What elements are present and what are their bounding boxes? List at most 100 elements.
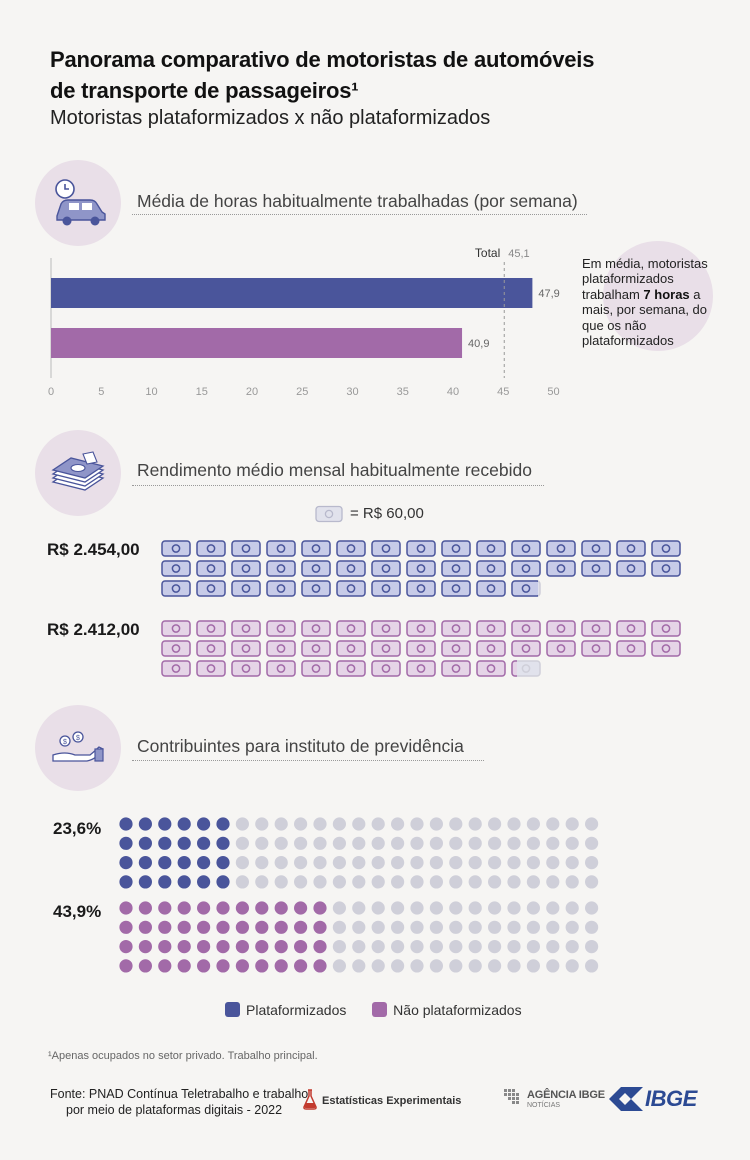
bill-icon [231, 560, 261, 577]
pension-dot [332, 901, 346, 915]
pension-dot [158, 856, 172, 870]
pension-dot [565, 959, 579, 973]
bill-icon [476, 640, 506, 657]
source-line-1: Fonte: PNAD Contínua Teletrabalho e trab… [50, 1087, 309, 1101]
pension-dot [119, 836, 133, 850]
bill-icon [546, 640, 576, 657]
ibge-logo-icon [609, 1087, 643, 1111]
pension-dot [274, 817, 288, 831]
pension-dot [255, 817, 269, 831]
pension-dot [391, 901, 405, 915]
pension-dot [546, 856, 560, 870]
bill-icon [371, 620, 401, 637]
pension-dot [449, 856, 463, 870]
pension-dot [526, 920, 541, 934]
pension-dot [391, 817, 405, 831]
bill-icon [196, 560, 226, 577]
pension-dot [216, 856, 230, 870]
pension-dot [138, 836, 152, 850]
pension-dot [371, 901, 385, 915]
pension-dot [410, 901, 424, 915]
bill-icon [616, 620, 646, 637]
pension-dot [197, 940, 211, 954]
pension-dot [294, 836, 308, 850]
pension-dot [274, 836, 288, 850]
pension-dot [235, 856, 249, 870]
pension-dot [197, 920, 211, 934]
pension-dot [274, 901, 288, 915]
bill-icon [476, 620, 506, 637]
pension-dot [332, 959, 346, 973]
pension-dot [119, 901, 133, 915]
pension-dot [274, 920, 288, 934]
bill-icon [511, 660, 541, 677]
pension-dot [352, 875, 366, 889]
bill-icon [616, 640, 646, 657]
bill-icon [266, 640, 296, 657]
pension-dot [565, 836, 579, 850]
pension-dot [274, 940, 288, 954]
pension-dot [468, 836, 482, 850]
pension-dot [197, 901, 211, 915]
pension-dot [391, 856, 405, 870]
pension-dot [138, 875, 152, 889]
x-tick-label: 5 [98, 386, 104, 398]
pension-dot [565, 856, 579, 870]
pension-dot [546, 875, 560, 889]
pension-dot [507, 940, 521, 954]
bill-icon [441, 540, 471, 557]
pension-dot [565, 920, 579, 934]
pension-dot [410, 940, 424, 954]
pension-dot [526, 959, 541, 973]
hours-title-divider [132, 214, 587, 215]
bill-icon [511, 540, 541, 557]
bill-icon [336, 540, 366, 557]
experimental-statistics-label: Estatísticas Experimentais [322, 1095, 462, 1107]
bill-icon [511, 620, 541, 637]
pension-dot [177, 856, 191, 870]
bill-icon [441, 580, 471, 597]
income-plataformizados-value: R$ 2.454,00 [47, 540, 140, 559]
pension-dot [255, 920, 269, 934]
pension-dot [391, 959, 405, 973]
pension-dot [507, 959, 521, 973]
bill-icon [231, 580, 261, 597]
pension-dot [507, 836, 521, 850]
total-reference-label: Total [475, 246, 500, 260]
x-tick-label: 25 [296, 386, 308, 398]
bill-icon [511, 560, 541, 577]
bill-icon [546, 540, 576, 557]
pension-dot [371, 959, 385, 973]
unit-bill-icon [315, 505, 343, 523]
income-icon-circle [35, 430, 121, 516]
footnote: ¹Apenas ocupados no setor privado. Traba… [48, 1050, 318, 1062]
hours-bar [51, 328, 463, 358]
bill-icon [406, 660, 436, 677]
pension-dot [488, 817, 502, 831]
bill-icon [161, 660, 191, 677]
income-title-divider [132, 485, 544, 486]
pension-dot [391, 940, 405, 954]
pension-dot [235, 901, 249, 915]
pension-dot [158, 920, 172, 934]
pension-dot [546, 836, 560, 850]
pension-dot [526, 901, 541, 915]
callout-text: Em média, motoristas plataformizados tra… [582, 256, 708, 349]
pension-dot [177, 920, 191, 934]
bill-icon [546, 560, 576, 577]
pension-dot [332, 856, 346, 870]
bill-icon [231, 640, 261, 657]
legend-swatch-plataformizados [225, 1002, 240, 1017]
pension-section-title: Contribuintes para instituto de previdên… [137, 736, 464, 756]
pension-dot [565, 901, 579, 915]
pension-dot [371, 817, 385, 831]
bill-icon [511, 580, 541, 597]
bill-icon [406, 560, 436, 577]
pension-dot [138, 940, 152, 954]
pension-dot [429, 901, 443, 915]
pension-dot [255, 875, 269, 889]
bill-icon [476, 540, 506, 557]
pension-dot [216, 875, 230, 889]
pension-dot [429, 856, 443, 870]
income-pictogram [161, 540, 681, 677]
